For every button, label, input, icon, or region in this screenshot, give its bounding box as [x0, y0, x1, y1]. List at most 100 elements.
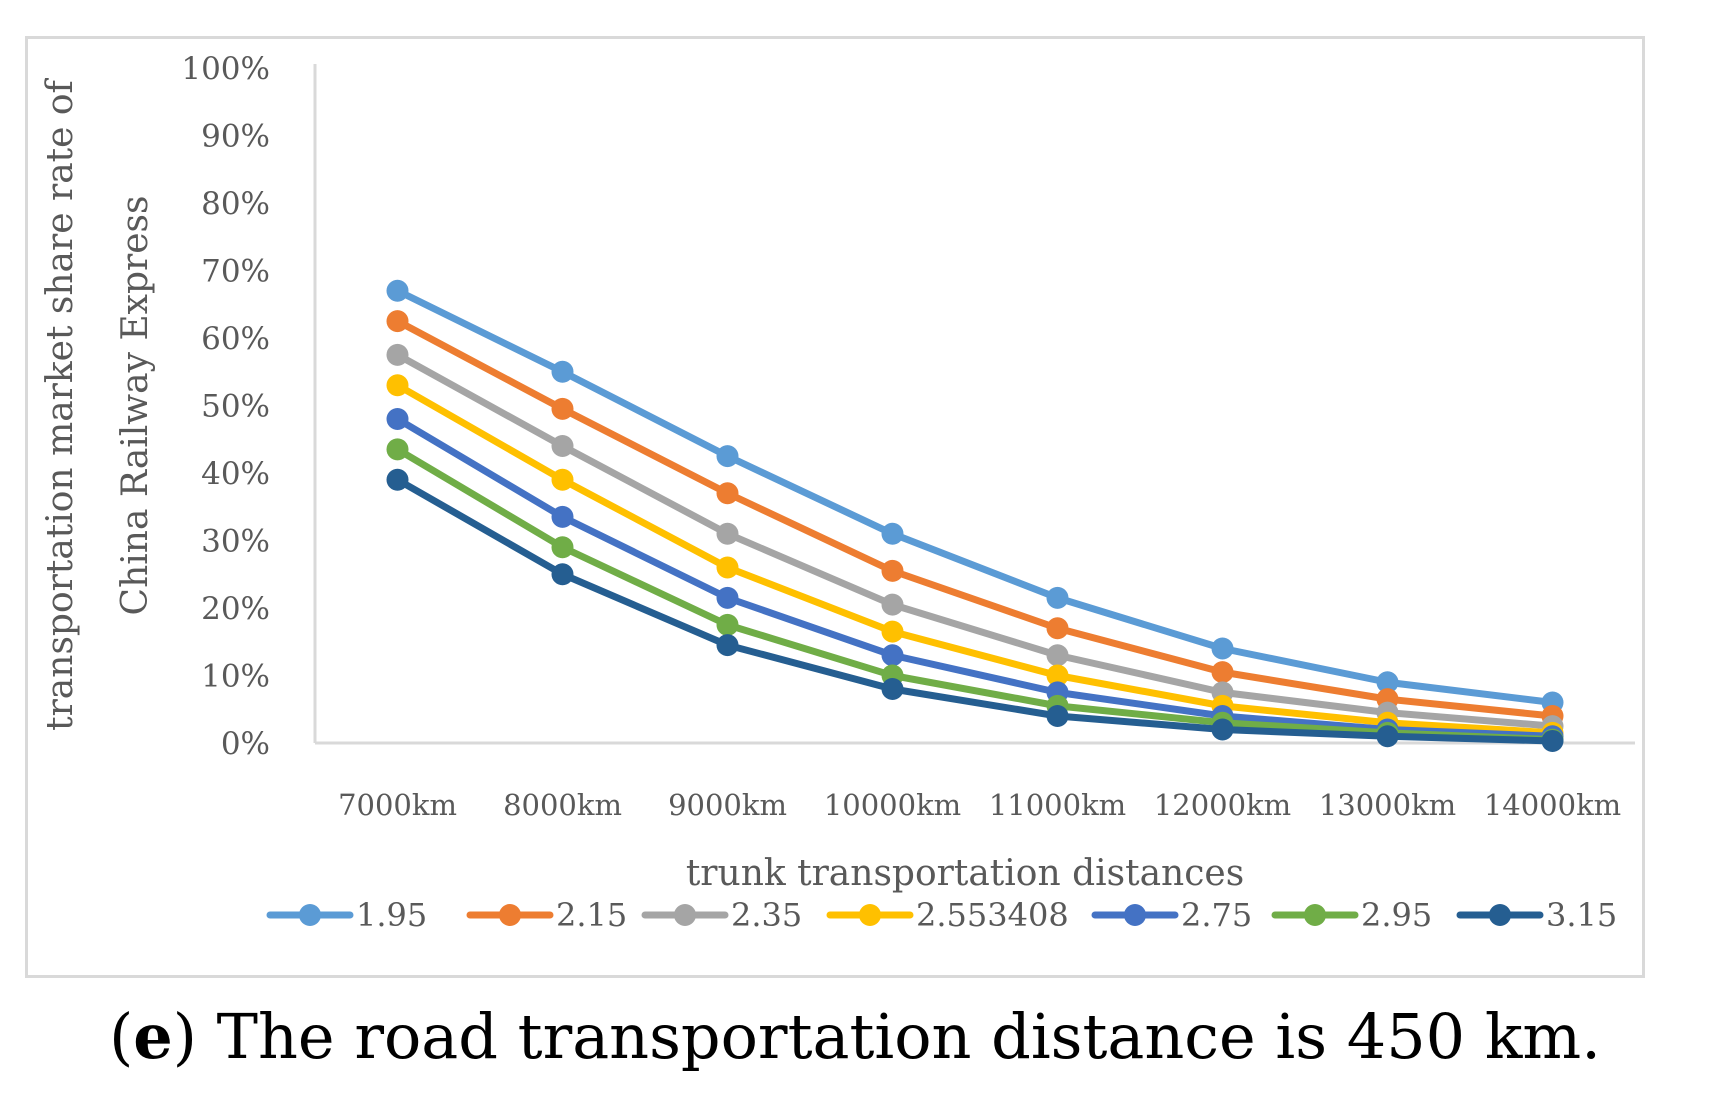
data-point: [386, 279, 409, 302]
series-1.95: [386, 279, 1564, 714]
data-point: [716, 482, 739, 505]
data-point: [881, 620, 904, 643]
series-line: [394, 445, 1556, 744]
data-point: [716, 634, 739, 657]
legend-marker: [1124, 904, 1146, 926]
y-tick-label: 40%: [201, 456, 270, 492]
data-point: [551, 536, 574, 559]
legend-marker: [1489, 904, 1511, 926]
data-point: [551, 563, 574, 586]
data-point: [386, 374, 409, 397]
x-axis-title: trunk transportation distances: [686, 853, 1244, 894]
data-point: [1211, 637, 1234, 660]
legend: 1.95 2.15 2.35 2.553408 2.75 2.95 3.15: [266, 896, 1617, 934]
series-line: [394, 351, 1556, 730]
data-point: [716, 613, 739, 636]
data-point: [1046, 705, 1069, 727]
y-tick-label: 50%: [201, 389, 270, 425]
data-point: [1376, 725, 1399, 748]
y-tick-label: 20%: [201, 591, 270, 627]
data-point: [551, 360, 574, 383]
data-point: [716, 522, 739, 545]
x-tick-label: 13000km: [1319, 788, 1456, 822]
data-point: [881, 522, 904, 545]
legend-marker: [499, 904, 521, 926]
series-line: [394, 381, 1556, 737]
x-tick-label: 7000km: [338, 788, 457, 822]
legend-label: 2.15: [556, 896, 627, 934]
legend-label: 2.95: [1361, 896, 1432, 934]
data-point: [1376, 671, 1399, 694]
legend-item-1.95: 1.95: [266, 896, 427, 934]
data-point: [716, 586, 739, 609]
caption-text: ) The road transportation distance is 45…: [172, 1000, 1601, 1073]
legend-item-3.15: 3.15: [1456, 896, 1617, 934]
x-tick-labels: 7000km 8000km 9000km 10000km 11000km 12000km 1…: [338, 788, 1621, 822]
y-tick-label: 70%: [201, 254, 270, 290]
data-point: [1046, 617, 1069, 640]
data-point: [881, 559, 904, 582]
series-line: [394, 476, 1556, 745]
x-tick-label: 10000km: [824, 788, 961, 822]
series-line: [394, 287, 1556, 706]
axes: [313, 64, 1635, 745]
legend-item-2.95: 2.95: [1271, 896, 1432, 934]
figure-caption: (e) The road transportation distance is …: [0, 1000, 1710, 1073]
data-point: [386, 408, 409, 430]
legend-marker: [859, 904, 881, 926]
data-point: [881, 644, 904, 667]
legend-item-2.553408: 2.553408: [826, 896, 1069, 934]
legend-marker: [1304, 904, 1326, 926]
data-point: [1211, 718, 1234, 741]
y-tick-label: 80%: [201, 186, 270, 222]
legend-label: 1.95: [356, 896, 427, 934]
x-tick-label: 11000km: [989, 788, 1126, 822]
series-2.15: [386, 310, 1564, 727]
y-axis-title-line2: China Railway Express: [115, 196, 156, 616]
y-tick-label: 100%: [181, 51, 270, 87]
data-point: [1211, 661, 1234, 684]
series-line: [394, 317, 1556, 720]
series-layer: [386, 279, 1564, 752]
legend-label: 2.35: [731, 896, 802, 934]
y-tick-label: 60%: [201, 321, 270, 357]
series-3.15: [386, 468, 1564, 752]
y-axis-title-line1: transportation market share rate of: [40, 77, 81, 730]
caption-letter: e: [133, 1000, 173, 1073]
data-point: [881, 593, 904, 616]
legend-marker: [299, 904, 321, 926]
x-tick-label: 8000km: [503, 788, 622, 822]
series-line: [394, 415, 1556, 740]
x-tick-label: 14000km: [1484, 788, 1621, 822]
data-point: [551, 505, 574, 528]
legend-label: 2.75: [1181, 896, 1252, 934]
data-point: [1046, 586, 1069, 609]
y-tick-label: 0%: [221, 726, 270, 762]
y-tick-label: 10%: [201, 659, 270, 695]
data-point: [551, 397, 574, 420]
data-point: [551, 435, 574, 457]
data-point: [716, 445, 739, 468]
data-point: [551, 468, 574, 491]
legend-label: 2.553408: [916, 896, 1069, 934]
data-point: [1541, 729, 1564, 752]
data-point: [1046, 664, 1069, 687]
legend-item-2.75: 2.75: [1091, 896, 1252, 934]
data-point: [716, 556, 739, 579]
legend-item-2.15: 2.15: [466, 896, 627, 934]
data-point: [1046, 644, 1069, 667]
x-tick-label: 12000km: [1154, 788, 1291, 822]
legend-item-2.35: 2.35: [641, 896, 802, 934]
caption-open-paren: (: [109, 1000, 134, 1073]
line-chart: 0% 10% 20% 30% 40% 50% 60% 70% 80% 90% 100% 7000km…: [40, 51, 1635, 934]
y-tick-label: 30%: [201, 524, 270, 560]
y-tick-labels: 0% 10% 20% 30% 40% 50% 60% 70% 80% 90% 100%: [181, 51, 270, 762]
legend-label: 3.15: [1546, 896, 1617, 934]
data-point: [881, 678, 904, 700]
data-point: [386, 438, 409, 461]
data-point: [386, 468, 409, 491]
y-tick-label: 90%: [201, 119, 270, 155]
data-point: [386, 343, 409, 366]
data-point: [386, 310, 409, 333]
